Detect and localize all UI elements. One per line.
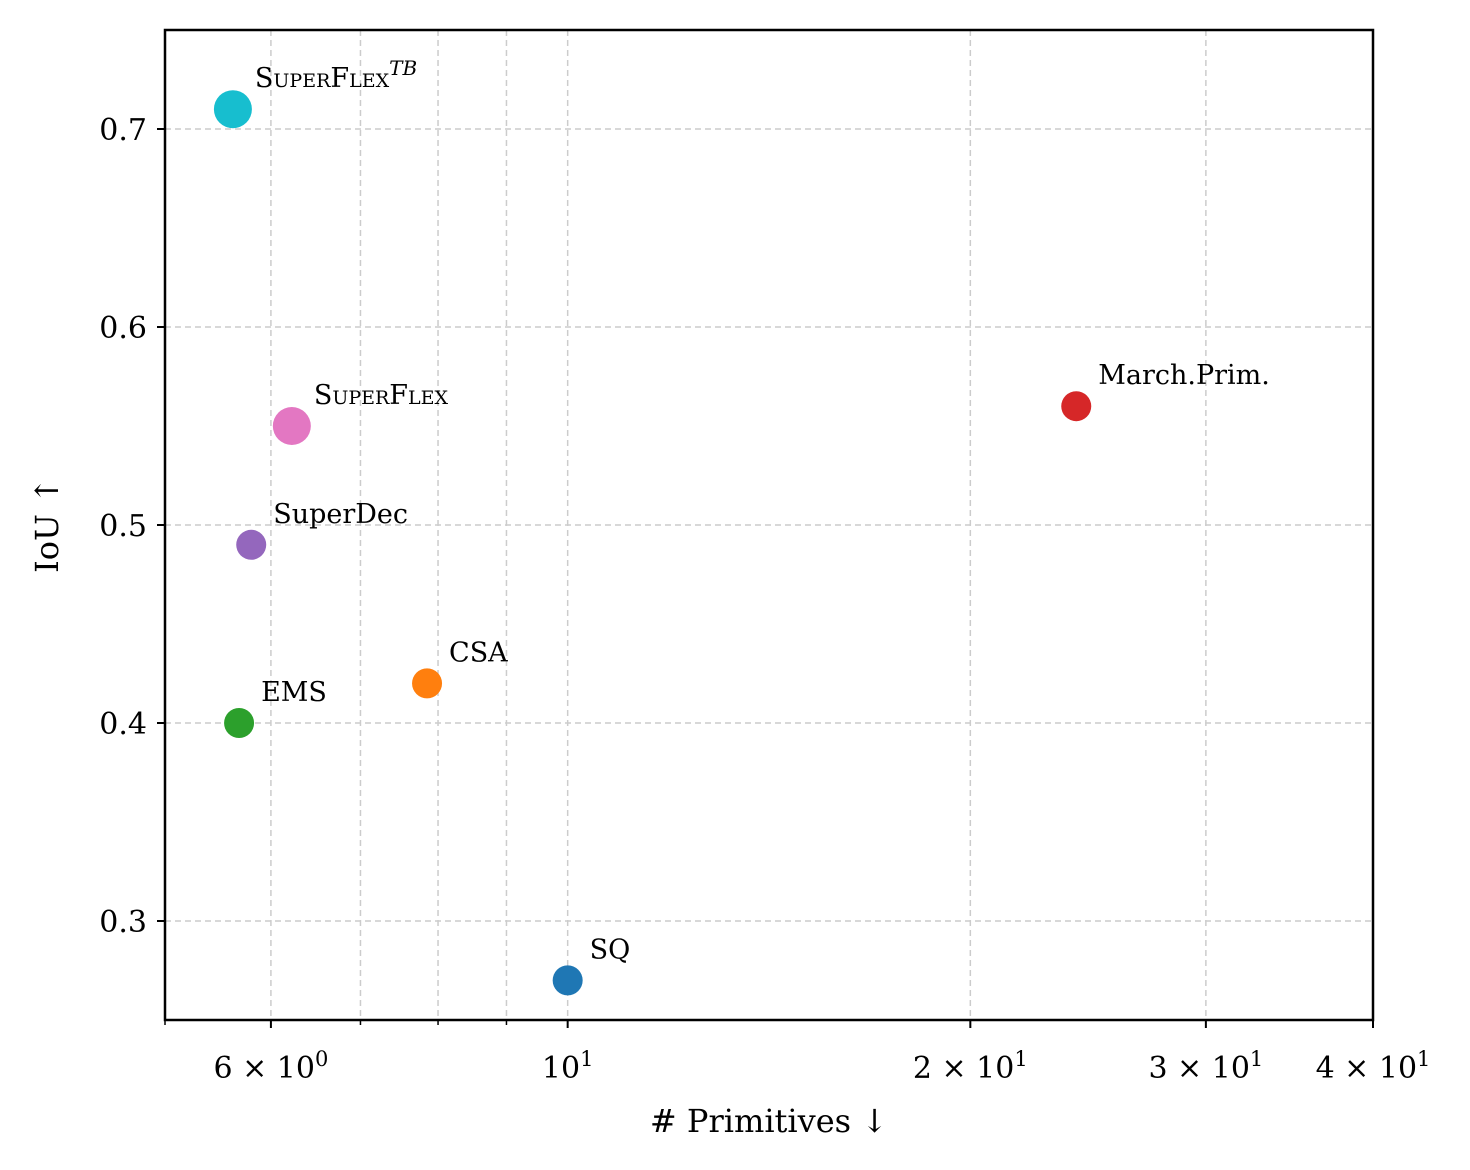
data-point xyxy=(272,407,311,445)
data-point xyxy=(552,965,583,996)
data-point xyxy=(213,90,252,129)
point-label: March.Prim. xyxy=(1098,360,1270,391)
x-tick-label: 2 × 101 xyxy=(913,1047,1028,1086)
y-tick-label: 0.3 xyxy=(99,905,147,940)
data-point xyxy=(412,668,443,699)
point-label: SuperDec xyxy=(273,499,408,530)
x-axis-label: # Primitives ↓ xyxy=(650,1102,888,1140)
y-tick-label: 0.5 xyxy=(99,509,147,544)
x-tick-label: 6 × 100 xyxy=(213,1047,328,1086)
point-label: SuperFlex xyxy=(314,380,449,411)
x-tick-label: 101 xyxy=(542,1047,594,1086)
data-point xyxy=(1061,391,1092,422)
data-point xyxy=(236,529,267,560)
point-label: EMS xyxy=(261,677,327,708)
y-tick-label: 0.4 xyxy=(99,707,147,742)
x-tick-label: 3 × 101 xyxy=(1148,1047,1263,1086)
ticks: 6 × 100 101 2 × 101 3 × 101 4 × 101 0.3 0.4 0.5… xyxy=(99,113,1430,1086)
data-point xyxy=(224,708,255,738)
points: SuperFlexTB SuperFlex SuperDec EMS CSA SQ Marc… xyxy=(213,56,1270,996)
y-tick-label: 0.6 xyxy=(99,311,147,346)
y-tick-label: 0.7 xyxy=(99,113,147,148)
y-axis-label: IoU ↑ xyxy=(28,477,66,573)
point-label: CSA xyxy=(449,637,508,668)
point-label: SQ xyxy=(590,934,631,965)
x-tick-label: 4 × 101 xyxy=(1316,1047,1431,1086)
point-label: SuperFlexTB xyxy=(255,56,417,94)
